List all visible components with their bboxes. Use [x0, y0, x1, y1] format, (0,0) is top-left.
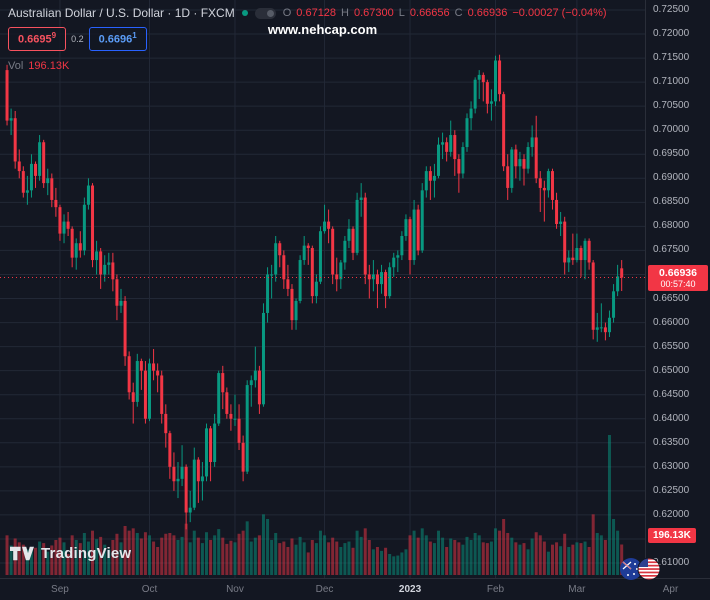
tradingview-logo-icon: [10, 546, 34, 561]
candlestick-chart[interactable]: [0, 0, 645, 578]
aud-usd-flag-icons: [620, 557, 661, 581]
volume-bars: [5, 435, 624, 575]
open-label: O: [282, 7, 292, 19]
high-value: 0.67300: [354, 7, 394, 19]
spread-value: 0.2: [71, 33, 84, 44]
price-tick-label: 0.72500: [653, 4, 690, 15]
time-tick-label: Feb: [486, 584, 505, 595]
volume-value: 196.13K: [28, 59, 70, 72]
price-tick-label: 0.69000: [653, 172, 690, 184]
price-tick-label: 0.62000: [653, 508, 690, 520]
currency-pair-flags: [618, 556, 662, 587]
site-watermark: www.nehcap.com: [267, 22, 378, 37]
sell-button[interactable]: 0.66959: [8, 27, 67, 51]
price-tick-label: 0.66500: [653, 292, 690, 304]
grid-lines: [0, 0, 645, 578]
price-tick-label: 0.72000: [653, 28, 690, 40]
current-price-label: 0.66936 00:57:40: [648, 264, 708, 291]
market-status-dot: [241, 10, 248, 16]
time-tick-label: Mar: [568, 584, 586, 595]
candles: [5, 54, 624, 530]
price-tick-label: 0.68000: [653, 220, 690, 232]
price-tick-label: 0.70000: [653, 124, 690, 136]
price-tick-label: 0.70500: [653, 100, 690, 112]
time-tick-label: Oct: [141, 584, 158, 595]
low-label: L: [398, 7, 405, 19]
price-tick-label: 0.67500: [653, 244, 690, 256]
price-tick-label: 0.64500: [653, 388, 690, 400]
price-axis[interactable]: 0.66936 00:57:40 196.13K 0.72500 0.72000 0…: [645, 0, 710, 578]
volume-indicator-legend[interactable]: Vol 196.13K: [8, 60, 607, 72]
time-tick-label: Nov: [226, 584, 244, 595]
price-tick-label: 0.61000: [653, 557, 690, 568]
low-value: 0.66656: [409, 7, 450, 19]
price-tick-label: 0.62500: [653, 484, 690, 496]
price-tick-label: 0.64000: [653, 412, 690, 424]
legend-visibility-toggle[interactable]: [254, 7, 276, 19]
legend: Australian Dollar / U.S. Dollar · 1D · F…: [8, 6, 607, 72]
price-tick-label: 0.63000: [653, 460, 690, 472]
price-tick-label: 0.71500: [653, 52, 690, 64]
price-tick-label: 0.66000: [653, 316, 690, 328]
symbol-title[interactable]: Australian Dollar / U.S. Dollar · 1D · F…: [8, 6, 235, 20]
time-axis[interactable]: Sep Oct Nov Dec 2023 Feb Mar Apr: [0, 578, 710, 600]
current-price-value: 0.66936: [659, 266, 697, 279]
candle-countdown: 00:57:40: [660, 278, 696, 289]
close-value: 0.66936: [467, 7, 508, 19]
price-tick-label: 0.63500: [653, 436, 690, 448]
ohlc-values: O 0.67128 H 0.67300 L 0.66656 C 0.66936 −0.0…: [283, 7, 607, 19]
volume-axis-label: 196.13K: [648, 528, 696, 544]
tradingview-logo[interactable]: TradingView: [10, 545, 131, 562]
price-tick-label: 0.69500: [653, 148, 690, 160]
high-label: H: [341, 7, 349, 19]
price-tick-label: 0.68500: [653, 196, 690, 208]
change-value: −0.00027 (−0.04%): [512, 7, 607, 19]
time-tick-label: Sep: [51, 584, 69, 595]
price-tick-label: 0.71000: [653, 76, 690, 88]
open-value: 0.67128: [296, 7, 337, 19]
time-tick-label: Dec: [315, 584, 334, 595]
tradingview-logo-text: TradingView: [41, 545, 132, 562]
volume-label: Vol: [8, 59, 24, 72]
close-label: C: [454, 7, 463, 19]
time-tick-label: Apr: [662, 584, 679, 595]
price-tick-label: 0.65500: [653, 340, 690, 352]
buy-button[interactable]: 0.66961: [88, 27, 147, 51]
time-tick-label: 2023: [398, 584, 422, 595]
price-tick-label: 0.65000: [653, 364, 690, 376]
